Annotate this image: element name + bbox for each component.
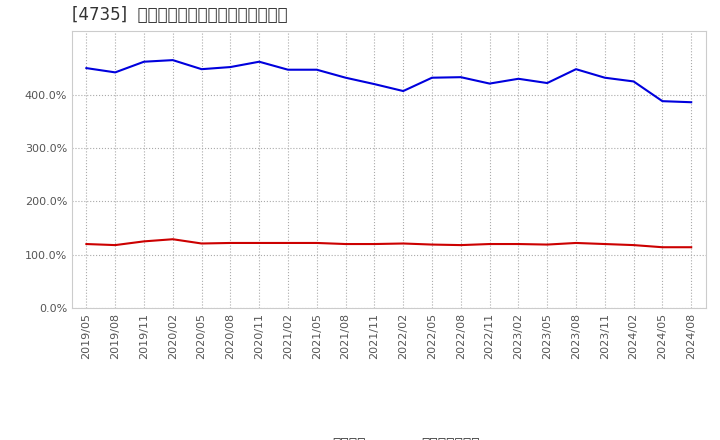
固定比率: [168, 58, 177, 63]
固定比率: [543, 81, 552, 86]
固定比率: [197, 66, 206, 72]
固定長期適合率: [370, 242, 379, 247]
固定長期適合率: [600, 242, 609, 247]
固定長期適合率: [341, 242, 350, 247]
Line: 固定長期適合率: 固定長期適合率: [86, 239, 691, 247]
固定比率: [428, 75, 436, 81]
固定長期適合率: [312, 240, 321, 246]
固定長期適合率: [111, 242, 120, 248]
固定長期適合率: [226, 240, 235, 246]
固定比率: [572, 66, 580, 72]
固定長期適合率: [543, 242, 552, 247]
固定長期適合率: [399, 241, 408, 246]
固定比率: [514, 76, 523, 81]
固定長期適合率: [82, 242, 91, 247]
固定長期適合率: [197, 241, 206, 246]
固定比率: [456, 74, 465, 80]
Legend: 固定比率, 固定長期適合率: 固定比率, 固定長期適合率: [292, 431, 485, 440]
固定長期適合率: [629, 242, 638, 248]
固定長期適合率: [485, 242, 494, 247]
固定長期適合率: [658, 245, 667, 250]
固定比率: [255, 59, 264, 64]
固定長期適合率: [456, 242, 465, 248]
固定長期適合率: [140, 239, 148, 244]
固定長期適合率: [428, 242, 436, 247]
固定比率: [111, 70, 120, 75]
固定比率: [140, 59, 148, 64]
固定比率: [312, 67, 321, 72]
固定長期適合率: [687, 245, 696, 250]
固定長期適合率: [284, 240, 292, 246]
固定比率: [687, 99, 696, 105]
固定比率: [485, 81, 494, 86]
固定比率: [629, 79, 638, 84]
固定比率: [399, 88, 408, 94]
固定長期適合率: [514, 242, 523, 247]
固定比率: [82, 66, 91, 71]
Line: 固定比率: 固定比率: [86, 60, 691, 102]
固定比率: [600, 75, 609, 81]
固定比率: [341, 75, 350, 81]
固定長期適合率: [255, 240, 264, 246]
Text: [4735]  固定比率、固定長期適合率の推移: [4735] 固定比率、固定長期適合率の推移: [72, 6, 287, 24]
固定長期適合率: [572, 240, 580, 246]
固定長期適合率: [168, 237, 177, 242]
固定比率: [284, 67, 292, 72]
固定比率: [370, 81, 379, 87]
固定比率: [658, 99, 667, 104]
固定比率: [226, 64, 235, 70]
